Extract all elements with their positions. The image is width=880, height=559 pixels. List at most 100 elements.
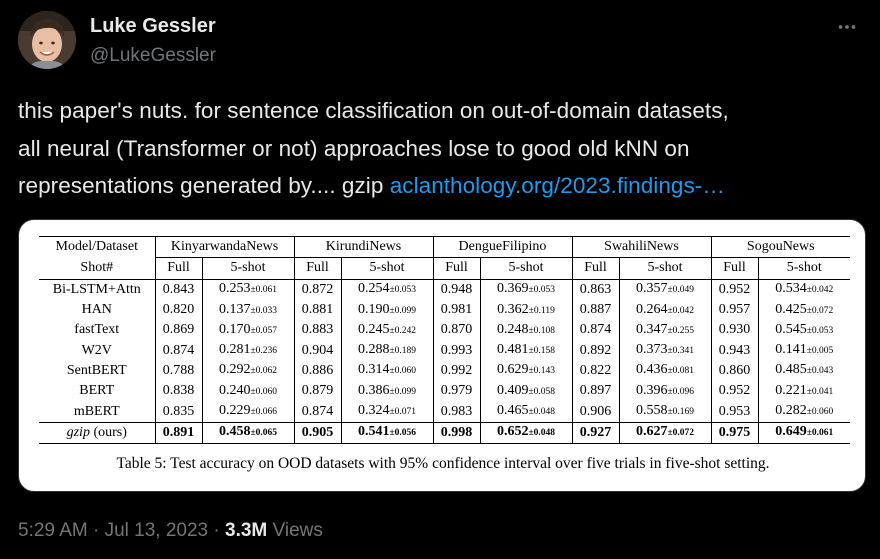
corner-header: Model/Dataset <box>39 235 156 258</box>
shot-header: Shot# <box>39 257 156 280</box>
full-score: 0.863 <box>572 279 620 300</box>
five-shot-score: 0.481±0.158 <box>480 340 573 361</box>
full-score: 0.872 <box>294 279 342 300</box>
full-score: 0.975 <box>711 421 759 444</box>
model-name: W2V <box>39 340 156 361</box>
full-score: 0.883 <box>294 320 342 341</box>
five-shot-score: 0.190±0.099 <box>341 299 434 321</box>
author-name[interactable]: Luke Gessler <box>90 15 216 37</box>
five-shot-score: 0.652±0.048 <box>480 421 573 444</box>
five-shot-value: 0.649 <box>775 424 807 440</box>
confidence-interval: ±0.043 <box>806 366 834 377</box>
full-score: 0.906 <box>572 401 620 423</box>
full-score: 0.993 <box>433 340 481 361</box>
tweet-text-segment: representations generated by.... gzip <box>18 173 390 198</box>
five-shot-value: 0.288 <box>357 342 390 358</box>
five-shot-value: 0.481 <box>496 342 529 358</box>
full-score: 0.820 <box>155 299 203 321</box>
full-score: 0.838 <box>155 381 203 402</box>
confidence-interval: ±0.042 <box>806 285 834 296</box>
confidence-interval: ±0.072 <box>667 428 695 439</box>
attached-image[interactable]: Model/Dataset KinyarwandaNews KirundiNew… <box>18 219 866 492</box>
table-row: mBERT 0.835 0.229±0.066 0.874 0.324±0.071 0.9… <box>39 401 850 423</box>
confidence-interval: ±0.060 <box>806 407 834 418</box>
confidence-interval: ±0.242 <box>389 325 417 336</box>
confidence-interval: ±0.066 <box>250 407 278 418</box>
table-row: HAN 0.820 0.137±0.033 0.881 0.190±0.099 0.981… <box>39 299 850 321</box>
five-shot-score: 0.545±0.053 <box>758 320 850 340</box>
full-score: 0.905 <box>294 421 342 444</box>
five-shot-score: 0.347±0.255 <box>619 320 712 341</box>
confidence-interval: ±0.341 <box>667 346 695 357</box>
five-shot-value: 0.409 <box>496 382 529 398</box>
confidence-interval: ±0.053 <box>806 325 834 336</box>
confidence-interval: ±0.042 <box>667 305 695 316</box>
full-score: 0.981 <box>433 299 481 321</box>
five-shot-value: 0.558 <box>635 403 668 419</box>
five-shot-value: 0.357 <box>635 281 668 297</box>
model-name: BERT <box>39 381 156 402</box>
confidence-interval: ±0.062 <box>250 366 278 377</box>
five-shot-score: 0.396±0.096 <box>619 381 712 402</box>
confidence-interval: ±0.048 <box>528 428 556 439</box>
full-score: 0.952 <box>711 381 759 402</box>
author-handle[interactable]: @LukeGessler <box>90 45 216 66</box>
views-label: Views <box>267 520 323 541</box>
full-score: 0.904 <box>294 340 342 361</box>
timestamp[interactable]: 5:29 AM · Jul 13, 2023 · <box>18 520 226 541</box>
dataset-header: DengueFilipino <box>433 235 573 259</box>
full-score: 0.874 <box>155 340 203 361</box>
confidence-interval: ±0.060 <box>389 366 417 377</box>
model-name: SentBERT <box>39 360 156 382</box>
five-shot-score: 0.170±0.057 <box>202 320 295 341</box>
confidence-interval: ±0.096 <box>667 386 695 397</box>
five-shot-score: 0.221±0.041 <box>758 381 850 401</box>
five-shot-score: 0.534±0.042 <box>758 279 850 300</box>
table-row: gzip (ours) 0.891 0.458±0.065 0.905 0.541±0.… <box>39 421 850 444</box>
confidence-interval: ±0.041 <box>806 386 834 397</box>
confidence-interval: ±0.060 <box>250 386 278 397</box>
five-shot-score: 0.324±0.071 <box>341 401 434 423</box>
five-shot-score: 0.264±0.042 <box>619 299 712 321</box>
five-shot-score: 0.425±0.072 <box>758 300 850 320</box>
five-shot-value: 0.314 <box>357 362 390 378</box>
model-name-italic: gzip <box>66 424 90 440</box>
five-shot-value: 0.253 <box>218 281 251 297</box>
five-shot-score: 0.362±0.119 <box>480 299 573 321</box>
more-options-icon[interactable] <box>832 12 862 42</box>
dataset-header: KirundiNews <box>294 235 434 259</box>
confidence-interval: ±0.061 <box>806 428 834 439</box>
confidence-interval: ±0.099 <box>389 386 417 397</box>
five-shot-value: 0.629 <box>496 362 529 378</box>
dataset-header: KinyarwandaNews <box>155 235 295 259</box>
confidence-interval: ±0.048 <box>528 407 556 418</box>
views-count: 3.3M <box>225 520 268 541</box>
five-shot-score: 0.357±0.049 <box>619 279 712 300</box>
confidence-interval: ±0.169 <box>667 407 695 418</box>
full-score: 0.983 <box>433 401 481 423</box>
full-score: 0.874 <box>572 320 620 341</box>
confidence-interval: ±0.033 <box>250 305 278 316</box>
five-shot-score: 0.253±0.061 <box>202 279 295 300</box>
model-name: Bi-LSTM+Attn <box>39 279 156 300</box>
confidence-interval: ±0.236 <box>250 346 278 357</box>
confidence-interval: ±0.119 <box>528 305 555 316</box>
full-score: 0.952 <box>711 279 759 300</box>
five-shot-score: 0.458±0.065 <box>202 421 295 444</box>
five-shot-value: 0.465 <box>496 403 529 419</box>
paper-link[interactable]: aclanthology.org/2023.findings-… <box>389 173 725 198</box>
five-shot-header: 5-shot <box>480 257 573 280</box>
five-shot-score: 0.465±0.048 <box>480 401 573 423</box>
full-score: 0.843 <box>155 279 203 300</box>
confidence-interval: ±0.071 <box>389 407 417 418</box>
five-shot-value: 0.362 <box>497 301 529 317</box>
five-shot-value: 0.534 <box>775 281 807 297</box>
avatar-image <box>18 11 76 69</box>
five-shot-value: 0.170 <box>218 321 251 337</box>
five-shot-value: 0.248 <box>496 321 529 337</box>
results-table: Model/Dataset KinyarwandaNews KirundiNew… <box>39 235 850 444</box>
five-shot-value: 0.240 <box>218 382 251 398</box>
avatar[interactable] <box>18 11 76 69</box>
confidence-interval: ±0.053 <box>528 285 556 296</box>
five-shot-header: 5-shot <box>619 257 712 280</box>
